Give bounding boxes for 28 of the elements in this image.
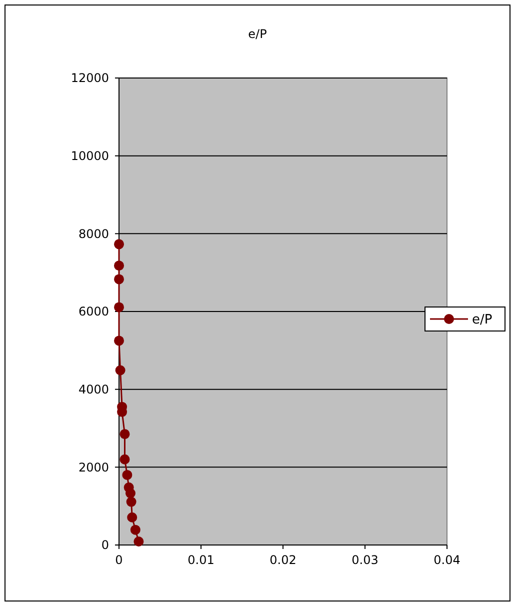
point xyxy=(127,512,138,522)
point xyxy=(114,239,124,250)
y-tick-label: 12000 xyxy=(70,71,109,86)
x-tick-label: 0 xyxy=(115,553,123,567)
point xyxy=(114,302,124,312)
y-tick-label: 0 xyxy=(101,538,109,552)
point xyxy=(120,454,130,464)
y-tick-label: 8000 xyxy=(78,226,109,241)
point xyxy=(114,336,124,346)
y-tick-label: 4000 xyxy=(78,382,109,397)
x-tick-label: 0.01 xyxy=(188,553,214,567)
legend-label: e/P xyxy=(472,312,492,328)
point xyxy=(126,496,136,507)
point xyxy=(125,488,136,498)
y-tick-label: 10000 xyxy=(70,149,109,164)
point xyxy=(114,274,124,284)
point xyxy=(134,536,144,546)
x-tick-label: 0.02 xyxy=(270,553,296,567)
point xyxy=(122,470,132,480)
y-tick-label: 2000 xyxy=(78,460,109,474)
x-tick-label: 0.03 xyxy=(352,553,378,567)
x-tick-label: 0.04 xyxy=(434,553,460,567)
point xyxy=(114,260,124,271)
point xyxy=(130,524,140,535)
point xyxy=(115,365,126,376)
y-tick-label: 6000 xyxy=(78,304,109,319)
point xyxy=(120,429,130,440)
chart-title: e/P xyxy=(248,27,267,41)
